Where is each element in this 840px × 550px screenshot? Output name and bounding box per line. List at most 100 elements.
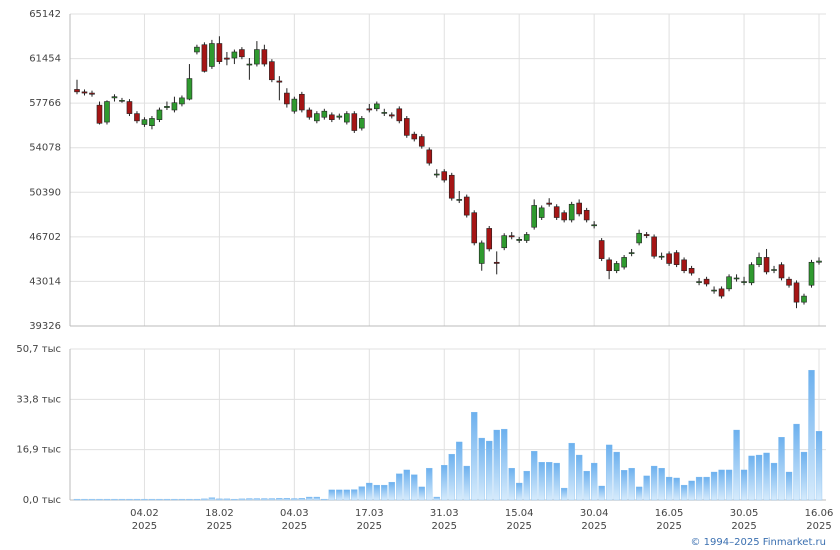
volume-bar — [493, 429, 500, 501]
candle-body — [816, 260, 822, 263]
candle-body — [711, 289, 717, 292]
volume-bar — [471, 411, 478, 501]
candle-body — [134, 113, 140, 122]
candle-body — [636, 232, 642, 244]
candle-body — [688, 268, 695, 274]
volume-bar — [156, 498, 163, 501]
volume-bar — [770, 462, 778, 501]
volume-bar — [126, 498, 133, 501]
volume-bar — [433, 496, 440, 501]
candle-body — [606, 259, 612, 272]
volume-bar — [441, 465, 448, 501]
volume-bar — [531, 451, 538, 501]
candle-body — [381, 112, 388, 114]
candle-body — [673, 252, 680, 265]
candle-body — [658, 255, 665, 258]
volume-bar — [298, 498, 305, 501]
volume-bar — [546, 462, 553, 501]
candle-body — [141, 119, 148, 125]
volume-bar — [673, 477, 680, 501]
volume-bar — [148, 498, 156, 501]
candle-body — [81, 91, 88, 94]
candle-body — [201, 44, 208, 72]
x-tick-label: 17.03 2025 — [355, 508, 384, 532]
volume-bar — [231, 498, 238, 501]
candle-body — [359, 118, 365, 129]
volume-bar — [448, 453, 455, 501]
volume-bar — [201, 498, 208, 501]
candle-body — [703, 278, 710, 285]
volume-bar — [583, 470, 590, 501]
volume-bar — [613, 451, 620, 501]
volume-bar — [88, 498, 96, 501]
candle-body — [561, 212, 567, 221]
candle-body — [621, 257, 627, 268]
candle-body — [666, 253, 672, 264]
candle-body — [261, 49, 268, 65]
y-tick-label: 57766 — [29, 98, 61, 109]
volume-bar — [680, 484, 688, 501]
candle-body — [269, 61, 275, 81]
volume-bar — [411, 474, 418, 501]
volume-bar — [336, 489, 343, 501]
volume-bar — [96, 498, 103, 501]
y-tick-label: 46702 — [29, 232, 61, 243]
volume-bar — [808, 369, 815, 501]
x-tick-label: 04.02 2025 — [130, 508, 159, 532]
candle-body — [546, 202, 552, 205]
candle-body — [763, 257, 770, 273]
candle-body — [741, 281, 747, 283]
volume-bar — [321, 498, 328, 501]
volume-bar — [793, 423, 800, 501]
volume-bar — [111, 498, 118, 501]
candle-body — [254, 49, 260, 65]
y-tick-label: 50390 — [29, 187, 61, 198]
volume-bar — [313, 496, 320, 501]
candle-body — [74, 89, 80, 93]
candle-body — [321, 110, 328, 118]
x-tick-label: 31.03 2025 — [430, 508, 459, 532]
volume-bar — [778, 437, 785, 501]
volume-bar — [223, 498, 231, 501]
volume-bar — [740, 469, 748, 501]
candle-body — [224, 57, 230, 60]
candle-body — [523, 234, 530, 241]
volume-bar — [643, 475, 650, 501]
candle-body — [538, 207, 545, 218]
volume-bar — [591, 462, 598, 501]
volume-bar — [718, 469, 725, 501]
volume-bar — [486, 440, 493, 501]
candle-body — [291, 98, 298, 112]
volume-bar — [800, 451, 808, 501]
volume-bar — [538, 462, 545, 501]
volume-bar — [508, 467, 515, 501]
candle-body — [209, 43, 215, 67]
volume-bar — [628, 467, 635, 501]
y-tick-label: 65142 — [29, 9, 61, 20]
candle-body — [231, 51, 238, 59]
candle-body — [164, 106, 170, 108]
candle-body — [628, 252, 635, 254]
volume-bar — [650, 465, 658, 501]
candle-body — [418, 136, 425, 147]
volume-bar — [133, 498, 141, 501]
candle-body — [463, 196, 470, 216]
volume-bar — [703, 476, 710, 501]
candle-body — [239, 49, 245, 58]
candle-body — [598, 240, 605, 259]
candle-body — [104, 101, 110, 123]
volume-bar — [665, 476, 673, 501]
y-tick-label: 39326 — [29, 321, 61, 332]
candle-body — [373, 103, 380, 110]
candle-body — [456, 199, 463, 201]
candle-body — [793, 282, 800, 303]
x-tick-label: 15.04 2025 — [505, 508, 534, 532]
candle-body — [696, 281, 702, 283]
candle-body — [179, 97, 185, 105]
volume-bar — [163, 498, 171, 501]
candle-body — [786, 278, 792, 286]
candle-body — [351, 113, 358, 131]
x-tick-label: 18.02 2025 — [205, 508, 234, 532]
y2-tick-label: 16,9 тыс — [16, 445, 61, 456]
volume-bar — [815, 431, 823, 501]
